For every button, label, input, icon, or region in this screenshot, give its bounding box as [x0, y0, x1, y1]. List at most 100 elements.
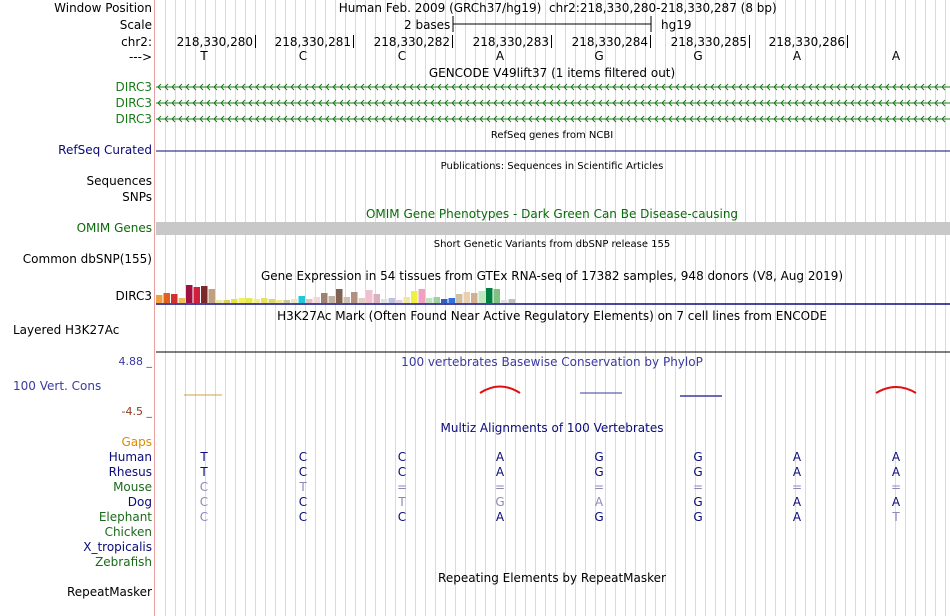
- multiz-species-label: Dog: [127, 495, 152, 509]
- gtex-tissue-bar: [448, 298, 455, 303]
- multiz-base: A: [495, 510, 505, 524]
- multiz-base: A: [891, 495, 901, 509]
- gaps-label[interactable]: Gaps: [121, 435, 152, 449]
- multiz-base: A: [495, 450, 505, 464]
- omim-bar[interactable]: [156, 222, 950, 235]
- gtex-tissue-bar: [208, 289, 215, 303]
- multiz-base: G: [594, 450, 604, 464]
- multiz-base: C: [298, 465, 308, 479]
- gtex-tissue-bar: [471, 293, 478, 303]
- gtex-tissue-bar: [306, 299, 313, 303]
- phylop-track-title[interactable]: 100 vertebrates Basewise Conservation by…: [401, 355, 703, 369]
- h3k27ac-track-label[interactable]: Layered H3K27Ac: [13, 323, 120, 337]
- gtex-bars[interactable]: [156, 284, 950, 305]
- ruler-coordinate: 218,330,281: [274, 35, 351, 49]
- gencode-item-label[interactable]: DIRC3: [115, 96, 152, 110]
- multiz-base: G: [594, 465, 604, 479]
- publications-label-sequences[interactable]: Sequences: [86, 174, 152, 188]
- multiz-base: A: [792, 465, 802, 479]
- phylop-min-label: -4.5 _: [121, 405, 152, 418]
- gtex-tissue-bar: [261, 298, 268, 303]
- gtex-tissue-bar: [216, 300, 223, 303]
- strand-label: --->: [128, 50, 152, 64]
- ruler-coordinate: 218,330,282: [373, 35, 450, 49]
- gtex-track-label[interactable]: DIRC3: [115, 289, 152, 303]
- multiz-base: C: [199, 510, 209, 524]
- phylop-mark: [875, 386, 917, 394]
- multiz-base: =: [890, 480, 902, 494]
- gencode-item-label[interactable]: DIRC3: [115, 80, 152, 94]
- scale-db: hg19: [661, 18, 692, 32]
- gtex-tissue-bar: [441, 299, 448, 303]
- gtex-tissue-bar: [388, 298, 395, 303]
- dbsnp-track-title[interactable]: Short Genetic Variants from dbSNP releas…: [433, 239, 671, 250]
- multiz-base: A: [792, 495, 802, 509]
- multiz-base: A: [792, 510, 802, 524]
- gencode-strand-chevrons: [157, 99, 946, 107]
- multiz-track-title[interactable]: Multiz Alignments of 100 Vertebrates: [440, 421, 664, 435]
- omim-track-label[interactable]: OMIM Genes: [76, 221, 152, 235]
- gtex-tissue-bar: [396, 300, 403, 303]
- gtex-tissue-bar: [381, 299, 388, 303]
- refseq-track-title[interactable]: RefSeq genes from NCBI: [490, 130, 614, 141]
- multiz-base: G: [693, 450, 703, 464]
- phylop-graph[interactable]: [156, 380, 950, 400]
- repeatmasker-track-title[interactable]: Repeating Elements by RepeatMasker: [438, 571, 666, 585]
- ruler-tick: [847, 35, 848, 48]
- publications-track-title[interactable]: Publications: Sequences in Scientific Ar…: [440, 161, 664, 172]
- gtex-tissue-bar: [358, 298, 365, 303]
- h3k27ac-track-title[interactable]: H3K27Ac Mark (Often Found Near Active Re…: [277, 309, 827, 323]
- gtex-tissue-bar: [246, 298, 253, 303]
- ruler-tick: [353, 35, 354, 48]
- multiz-base: C: [298, 495, 308, 509]
- ruler-coordinate: 218,330,280: [176, 35, 253, 49]
- multiz-base: G: [693, 495, 703, 509]
- ruler-base: A: [495, 49, 505, 63]
- phylop-max-label: 4.88 _: [118, 355, 153, 368]
- gtex-tissue-bar: [486, 288, 493, 303]
- gtex-tissue-bar: [418, 289, 425, 303]
- multiz-base: C: [397, 450, 407, 464]
- multiz-species-label: Human: [108, 450, 152, 464]
- dbsnp-track-label[interactable]: Common dbSNP(155): [22, 252, 152, 266]
- multiz-base: C: [199, 495, 209, 509]
- gencode-item-label[interactable]: DIRC3: [115, 112, 152, 126]
- phylop-track-label[interactable]: 100 Vert. Cons: [13, 379, 102, 393]
- multiz-base: T: [892, 510, 900, 524]
- gtex-tissue-bar: [478, 291, 485, 303]
- gtex-tissue-bar: [238, 298, 245, 303]
- gencode-transcripts[interactable]: [156, 82, 950, 126]
- gtex-track-title[interactable]: Gene Expression in 54 tissues from GTEx …: [260, 269, 844, 283]
- multiz-base: G: [693, 465, 703, 479]
- gencode-track-title[interactable]: GENCODE V49lift37 (1 items filtered out): [428, 66, 676, 80]
- gtex-tissue-bar: [178, 298, 185, 303]
- phylop-mark: [479, 385, 521, 394]
- ruler-base: A: [792, 49, 802, 63]
- gtex-tissue-bar: [163, 293, 170, 303]
- refseq-track-label[interactable]: RefSeq Curated: [58, 143, 152, 157]
- ruler-tick: [255, 35, 256, 48]
- gtex-tissue-bar: [501, 300, 508, 303]
- gtex-tissue-bar: [253, 299, 260, 303]
- omim-track-title[interactable]: OMIM Gene Phenotypes - Dark Green Can Be…: [365, 207, 739, 221]
- multiz-base: C: [298, 510, 308, 524]
- repeatmasker-track-label[interactable]: RepeatMasker: [66, 585, 152, 599]
- gtex-tissue-bar: [328, 296, 335, 303]
- gtex-tissue-bar: [351, 292, 358, 303]
- gtex-tissue-bar: [268, 299, 275, 303]
- gtex-tissue-bar: [313, 297, 320, 303]
- gencode-strand-chevrons: [157, 115, 946, 123]
- publications-label-snps[interactable]: SNPs: [122, 190, 152, 204]
- multiz-base: C: [397, 465, 407, 479]
- multiz-base: A: [891, 465, 901, 479]
- gencode-strand-chevrons: [157, 83, 946, 91]
- gtex-tissue-bar: [298, 296, 305, 303]
- multiz-base: T: [299, 480, 307, 494]
- multiz-base: T: [200, 465, 208, 479]
- ruler-coordinate: 218,330,286: [768, 35, 845, 49]
- gtex-tissue-bar: [366, 290, 373, 303]
- gtex-tissue-bar: [276, 300, 283, 303]
- ruler-coordinate: 218,330,284: [571, 35, 648, 49]
- ruler-base: G: [693, 49, 703, 63]
- multiz-species-label: Mouse: [113, 480, 152, 494]
